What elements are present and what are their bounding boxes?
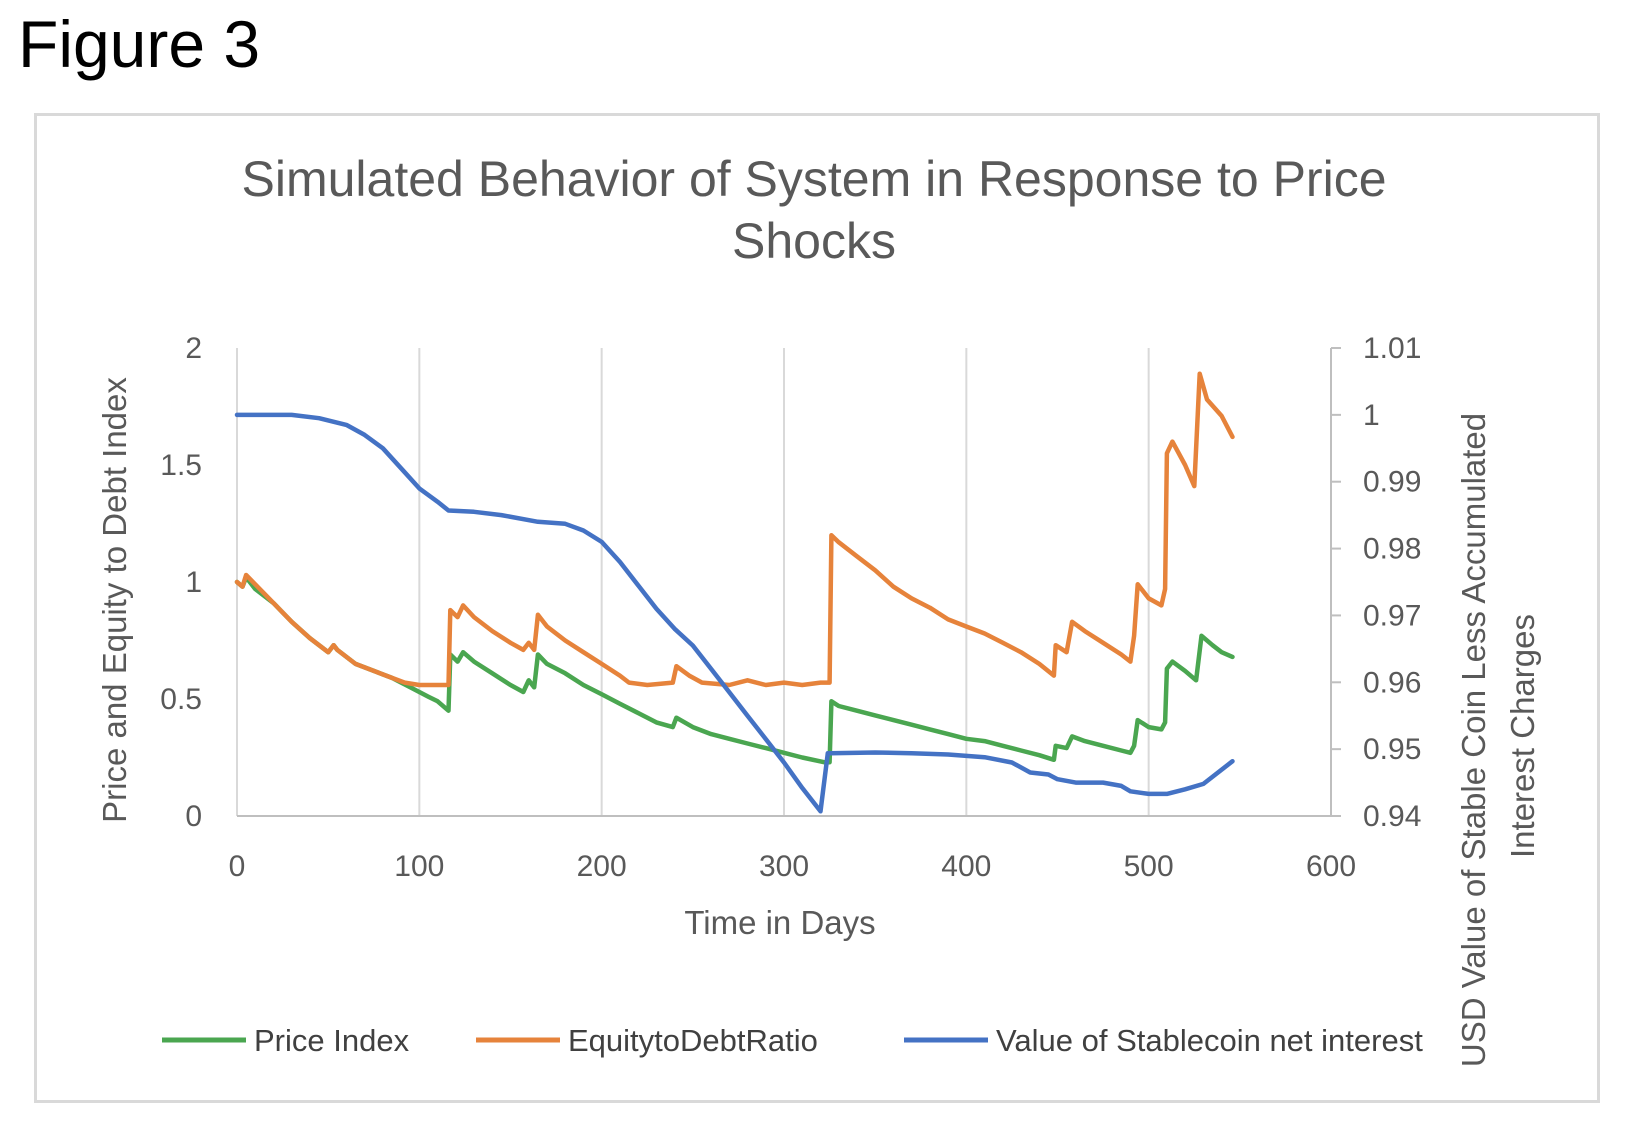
y-left-tick-label: 1.5 [160,449,202,482]
x-tick-label: 300 [759,850,809,883]
legend-label: Price Index [254,1023,410,1058]
x-tick-label: 400 [941,850,991,883]
legend-label: EquitytoDebtRatio [568,1023,818,1058]
tick-labels: 0 100 200 300 400 500 600 0 0.5 1 1.5 2 0.94 0.95 0.96… [160,332,1421,883]
x-tick-label: 100 [394,850,444,883]
x-tick-label: 500 [1124,850,1174,883]
y-left-axis-title: Price and Equity to Debt Index [96,377,133,823]
grid [418,348,1332,816]
y-right-tick-label: 0.98 [1363,533,1421,566]
x-axis-title: Time in Days [684,904,875,941]
y-left-tick-label: 0 [185,800,202,833]
chart-title-line-1: Simulated Behavior of System in Response… [242,151,1387,207]
y-right-tick-label: 1.01 [1363,332,1421,365]
series-line-value-of-stablecoin-net-interest [234,412,1235,814]
series-line-equitytodebtratio [234,371,1235,688]
chart-title-line-2: Shocks [732,213,896,269]
y-right-axis-title-line-2: Interest Charges [1504,614,1541,858]
y-right-tick-label: 0.97 [1363,599,1421,632]
x-tick-label: 200 [577,850,627,883]
y-left-tick-label: 2 [185,332,202,365]
chart-frame [34,113,1600,1103]
legend-label: Value of Stablecoin net interest [996,1023,1423,1058]
figure-label: Figure 3 [18,7,261,81]
legend: Price Index EquitytoDebtRatio Value of Sta… [162,1023,1423,1058]
y-right-axis-title-line-1: USD Value of Stable Coin Less Accumulate… [1455,413,1492,1067]
y-left-tick-label: 0.5 [160,683,202,716]
y-right-tick-label: 0.99 [1363,466,1421,499]
series-group [234,371,1235,814]
axes [236,347,1341,817]
y-right-tick-label: 0.94 [1363,800,1421,833]
series-line-price-index [234,575,1235,765]
x-tick-label: 600 [1306,850,1356,883]
y-right-tick-label: 1 [1363,399,1380,432]
y-left-tick-label: 1 [185,566,202,599]
x-tick-label: 0 [229,850,246,883]
y-right-tick-label: 0.96 [1363,666,1421,699]
y-right-tick-label: 0.95 [1363,733,1421,766]
